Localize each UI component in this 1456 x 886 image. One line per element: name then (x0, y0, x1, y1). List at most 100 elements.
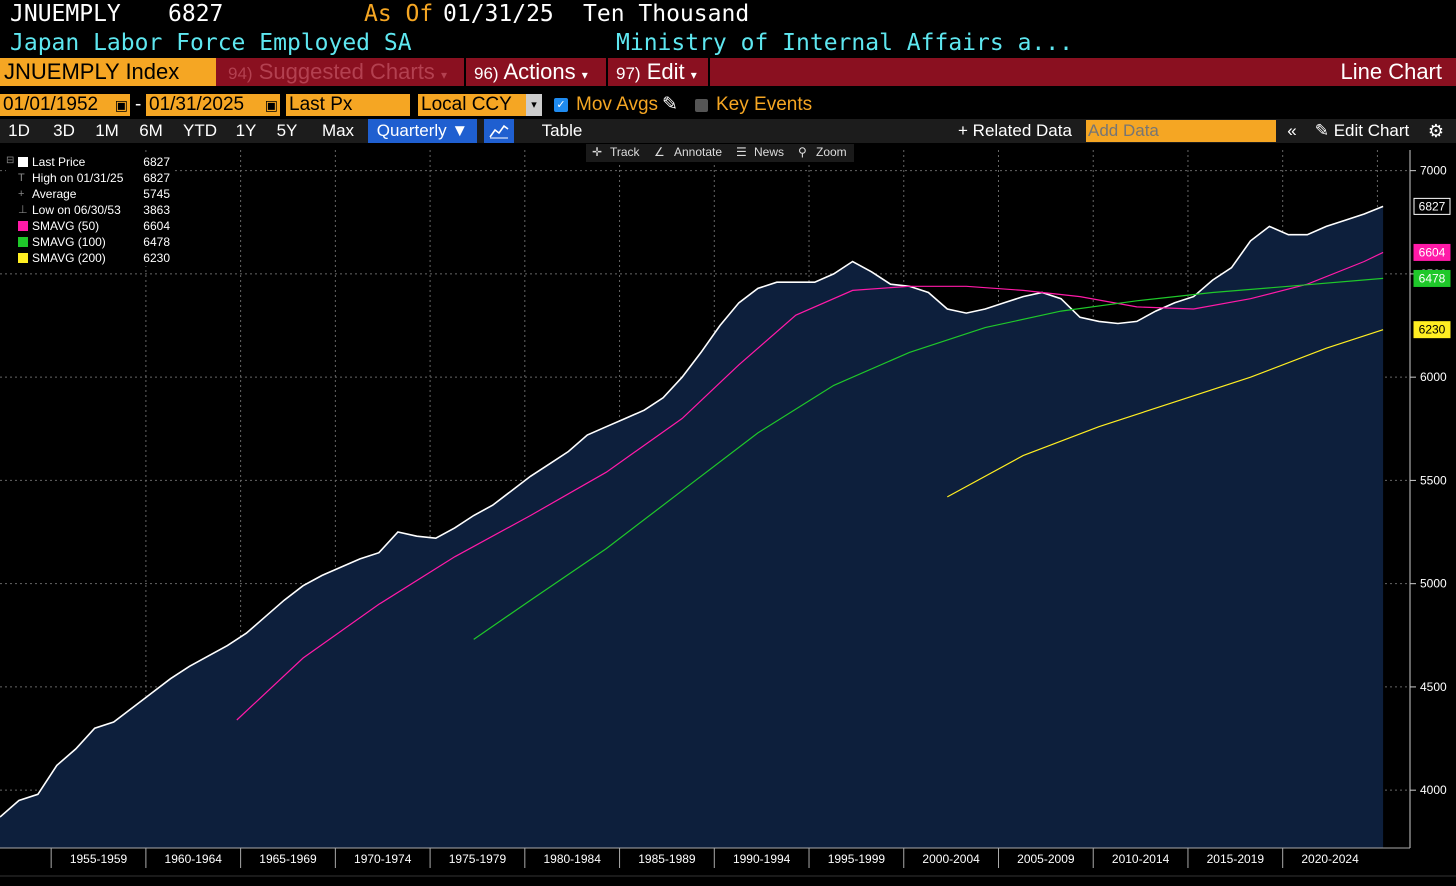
series-line-3[interactable] (947, 329, 1384, 498)
gear-icon[interactable]: ⚙ (1427, 121, 1445, 141)
legend-item[interactable]: ⊥ Low on 06/30/53 3863 (6, 202, 174, 218)
legend-value: 6230 (143, 251, 170, 265)
legend-marker-icon: ⊥ (18, 204, 28, 216)
suggested-charts-menu[interactable]: 94) Suggested Charts ▾ (220, 58, 462, 86)
end-date-value: 01/31/2025 (149, 94, 245, 115)
x-tick-label: 1970-1974 (354, 852, 412, 866)
pencil-icon[interactable]: ✎ (662, 94, 678, 115)
last-value: 6827 (168, 1, 224, 27)
legend-label: Low on 06/30/53 (32, 203, 121, 217)
news-icon[interactable]: ☰ (736, 145, 747, 159)
value-tag-label: 6604 (1419, 245, 1446, 259)
currency-value: Local CCY (421, 94, 512, 115)
mov-avgs-label: Mov Avgs (576, 94, 659, 115)
end-date-input[interactable]: 01/31/2025 ▣ (146, 94, 280, 116)
series-line-0[interactable] (0, 205, 1384, 818)
x-tick-label: 1965-1969 (259, 852, 317, 866)
menu-number: 94) (228, 64, 253, 83)
legend-label: Last Price (32, 155, 86, 169)
add-data-input[interactable] (1086, 120, 1276, 142)
legend-item[interactable]: T High on 01/31/25 6827 (6, 170, 174, 186)
series-lines (0, 205, 1384, 818)
table-button[interactable]: Table (541, 121, 583, 140)
start-date-value: 01/01/1952 (3, 94, 99, 115)
period-button-max[interactable]: Max (321, 121, 355, 140)
key-events-checkbox[interactable] (695, 99, 708, 112)
period-button-1y[interactable]: 1Y (235, 121, 257, 140)
legend-item[interactable]: SMAVG (50) 6604 (6, 218, 174, 234)
x-tick-label: 1975-1979 (449, 852, 507, 866)
annotate-icon[interactable]: ∠ (654, 145, 665, 159)
security-field[interactable]: JNUEMPLY Index (0, 58, 216, 86)
line-chart[interactable]: 4000450050005500600065007000 1955-195919… (0, 144, 1456, 886)
legend-item[interactable]: SMAVG (200) 6230 (6, 250, 174, 266)
calendar-icon[interactable]: ▣ (264, 97, 278, 113)
start-date-input[interactable]: 01/01/1952 ▣ (0, 94, 130, 116)
period-button-ytd[interactable]: YTD (183, 121, 217, 140)
legend-value: 5745 (143, 187, 170, 201)
calendar-icon[interactable]: ▣ (114, 97, 128, 113)
x-tick-label: 2000-2004 (922, 852, 980, 866)
legend-label: High on 01/31/25 (32, 171, 124, 185)
legend-item[interactable]: + Average 5745 (6, 186, 174, 202)
actions-menu[interactable]: 96) Actions ▾ (464, 58, 604, 86)
x-tick-label: 1960-1964 (165, 852, 223, 866)
legend-label: Average (32, 187, 77, 201)
legend-item[interactable]: Last Price 6827 (6, 154, 174, 170)
zoom-tool[interactable]: Zoom (816, 145, 847, 159)
legend-marker-icon: T (18, 172, 25, 184)
period-button-1m[interactable]: 1M (95, 121, 119, 140)
mov-avgs-checkbox[interactable]: ✓ (554, 98, 568, 112)
menu-number: 96) (474, 64, 499, 83)
crosshair-icon[interactable]: ✛ (592, 145, 603, 159)
line-chart-icon[interactable] (484, 119, 514, 143)
legend-label: SMAVG (200) (32, 251, 106, 265)
x-tick-label: 2005-2009 (1017, 852, 1075, 866)
plus-icon: + (958, 121, 968, 140)
y-tick-label: 4500 (1420, 680, 1447, 694)
legend-item[interactable]: SMAVG (100) 6478 (6, 234, 174, 250)
chart-type-label[interactable]: Line Chart (1340, 59, 1442, 84)
related-data-button[interactable]: + Related Data (954, 119, 1074, 143)
currency-select[interactable]: Local CCY ▾ (418, 94, 542, 116)
legend-swatch (18, 253, 28, 263)
period-button-1d[interactable]: 1D (8, 121, 30, 140)
double-chevron-left-icon[interactable]: « (1287, 121, 1297, 140)
edit-chart-button[interactable]: ✎ Edit Chart (1306, 119, 1418, 143)
period-button-6m[interactable]: 6M (139, 121, 163, 140)
source-label: Ministry of Internal Affairs a... (616, 30, 1073, 56)
related-data-label: Related Data (972, 121, 1072, 140)
date-separator: - (135, 94, 142, 115)
annotate-tool[interactable]: Annotate (674, 145, 723, 159)
collapse-icon[interactable]: ⊟ (6, 155, 15, 166)
menu-number: 97) (616, 64, 641, 83)
price-area (0, 206, 1384, 848)
key-events-label: Key Events (716, 94, 813, 115)
x-axis: 1955-1959 1960-1964 1965-1969 1970-1974 1975… (0, 847, 1456, 877)
description-header: Japan Labor Force Employed SA Ministry o… (0, 29, 1456, 57)
frequency-select[interactable]: Quarterly ▼ (368, 119, 477, 143)
edit-label: Edit (646, 59, 685, 84)
series-line-1[interactable] (236, 251, 1384, 721)
units-label: Ten Thousand (583, 1, 750, 27)
chevron-down-icon: ▾ (440, 68, 447, 82)
field-select[interactable]: Last Px (286, 94, 410, 116)
chart-tools: ✛ Track ∠ Annotate ☰ News ⚲ Zoom (586, 144, 854, 162)
period-button-3d[interactable]: 3D (53, 121, 75, 140)
track-tool[interactable]: Track (610, 145, 640, 159)
value-tag-label: 6478 (1419, 271, 1446, 285)
period-toolbar: 1D 3D 1M 6M YTD 1Y 5Y Max Quarterly ▼ Table + R… (0, 119, 1456, 143)
zoom-icon[interactable]: ⚲ (798, 145, 807, 159)
suggested-charts-label: Suggested Charts (258, 59, 435, 84)
value-tags: 6827 6604 6478 6230 (1413, 197, 1451, 339)
value-tag-box (1413, 243, 1451, 261)
legend-label: SMAVG (50) (32, 219, 100, 233)
value-tag-box (1413, 321, 1451, 339)
news-tool[interactable]: News (754, 145, 785, 159)
menu-bar: JNUEMPLY Index 94) Suggested Charts ▾ 96… (0, 58, 1456, 86)
series-description: Japan Labor Force Employed SA (10, 30, 412, 56)
chevron-down-icon: ▾ (690, 68, 697, 82)
edit-menu[interactable]: 97) Edit ▾ (606, 58, 710, 86)
period-button-5y[interactable]: 5Y (276, 121, 298, 140)
series-line-2[interactable] (473, 277, 1384, 640)
